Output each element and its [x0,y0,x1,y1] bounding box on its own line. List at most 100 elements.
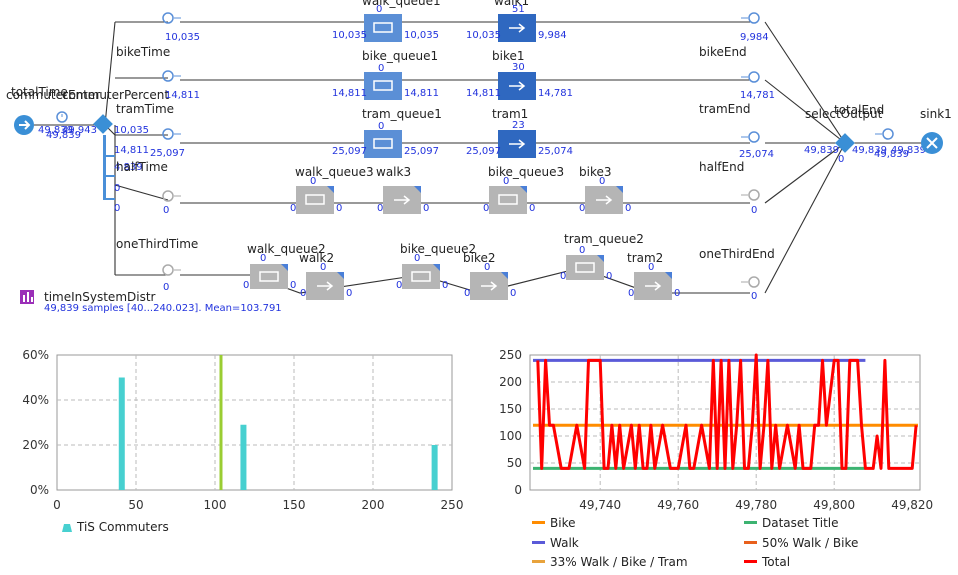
half-time-count: 0 [163,205,169,216]
bike3-val: 0 [599,176,605,187]
tram-time-label: tramTime [116,102,174,116]
histogram-x-tick: 200 [362,498,385,512]
tram2-delay[interactable] [634,272,672,300]
select-output-out: 0 [838,154,844,165]
source-count-c: 49,943 [62,125,97,136]
time-end-icons[interactable] [741,12,760,288]
total-end-count-c: 49,839 [891,145,926,156]
bike-queue3-out: 0 [529,203,535,214]
tram-end-count: 25,074 [739,149,774,160]
total-end-count-a: 49,839 [852,145,887,156]
half-end-count: 0 [751,205,757,216]
tram-queue2[interactable] [566,255,604,280]
walk-time-count: 10,035 [165,32,200,43]
sink-node[interactable] [921,132,943,154]
walk-queue1-label: walk_queue1 [362,0,441,8]
legend-swatch [532,541,545,544]
walk-queue1[interactable] [364,14,402,42]
bike1-delay[interactable] [498,72,536,100]
bike-queue1-out: 14,811 [404,88,439,99]
bike1-out: 14,781 [538,88,573,99]
walk-queue3-val: 0 [310,176,316,187]
legend-swatch [532,521,545,524]
bike2-delay[interactable] [470,272,508,300]
select-count-3: 0 [114,183,120,194]
legend-swatch [744,521,757,524]
time-measure-start-icon[interactable] [56,111,68,123]
bike-queue1-label: bike_queue1 [362,49,438,63]
histogram-bar [240,424,247,490]
bike-queue2[interactable] [402,264,440,289]
tram-queue1[interactable] [364,130,402,158]
walk2-val: 0 [320,262,326,273]
legend-swatch [744,560,757,563]
distribution-stats: 49,839 samples [40...240.023]. Mean=103.… [44,303,282,314]
commuter-percent-select[interactable] [93,114,113,134]
bike2-label: bike2 [463,251,496,265]
tram-time-count: 25,097 [150,148,185,159]
walk1-in: 10,035 [466,30,501,41]
bike-queue1[interactable] [364,72,402,100]
bike3-delay[interactable] [585,186,623,214]
bike-queue3-label: bike_queue3 [488,165,564,179]
total-end-label: totalEnd [834,103,884,117]
walk1-delay[interactable] [498,14,536,42]
distribution-icon[interactable] [20,290,34,304]
bike-queue3[interactable] [489,186,527,214]
tram-queue1-out: 25,097 [404,146,439,157]
walk1-val: 51 [512,4,525,15]
walk-queue3[interactable] [296,186,334,214]
time-start-icons[interactable] [162,12,181,276]
bike-queue2-label: bike_queue2 [400,242,476,256]
time-plot-x-tick: 49,760 [657,498,699,512]
walk-queue1-out: 10,035 [404,30,439,41]
walk2-delay[interactable] [306,272,344,300]
one-third-time-start-icon [162,264,181,276]
walk-queue2[interactable] [250,264,288,289]
tram-queue2-in: 0 [560,271,566,282]
tram-queue2-out: 0 [606,271,612,282]
legend-label: 33% Walk / Bike / Tram [550,555,688,569]
time-plot-x-tick: 49,780 [735,498,777,512]
commuter-enter-source[interactable] [14,115,34,135]
select-count-0: 10,035 [114,125,149,136]
bike-queue3-val: 0 [503,176,509,187]
bike2-in: 0 [464,288,470,299]
tram1-delay[interactable] [498,130,536,158]
time-plot-y-tick: 50 [507,456,522,470]
tram1-val: 23 [512,120,525,131]
bike-queue2-val: 0 [414,253,420,264]
walk-queue2-label: walk_queue2 [247,242,326,256]
walk-queue2-val: 0 [260,253,266,264]
total-time-label: totalTime [11,85,68,99]
legend-swatch-tis [62,524,72,532]
bike-end-label: bikeEnd [699,45,747,59]
total-end-icon[interactable] [875,128,894,140]
tram-queue2-val: 0 [579,245,585,256]
source-count-a: 49,839 [38,125,73,136]
histogram-chart: 0 50 100 150 200 250 0% 20% 40% 60% TiS Commuters [22,348,463,534]
select-count-1: 14,811 [114,145,149,156]
walk2-in: 0 [300,288,306,299]
walk3-delay[interactable] [383,186,421,214]
histogram-x-tick: 100 [204,498,227,512]
select-count-4: 0 [114,203,120,214]
walk-queue2-out: 0 [290,280,296,291]
walk1-out: 9,984 [538,30,567,41]
one-third-end-icon [741,276,760,288]
select-input-ports [103,135,115,200]
walk-queue1-val: 0 [376,4,382,15]
bike-queue2-out: 0 [442,280,448,291]
walk3-label: walk3 [376,165,411,179]
legend-swatch [532,560,545,563]
time-plot-x-tick: 49,740 [579,498,621,512]
select-overlap: 4,839 [114,162,143,173]
bike-queue3-in: 0 [483,203,489,214]
bike3-out: 0 [625,203,631,214]
histogram-plot-area [56,354,453,491]
walk-queue3-out: 0 [336,203,342,214]
legend-label: Bike [550,516,575,530]
legend-label: Dataset Title [762,516,839,530]
one-third-time-label: oneThirdTime [116,237,198,251]
